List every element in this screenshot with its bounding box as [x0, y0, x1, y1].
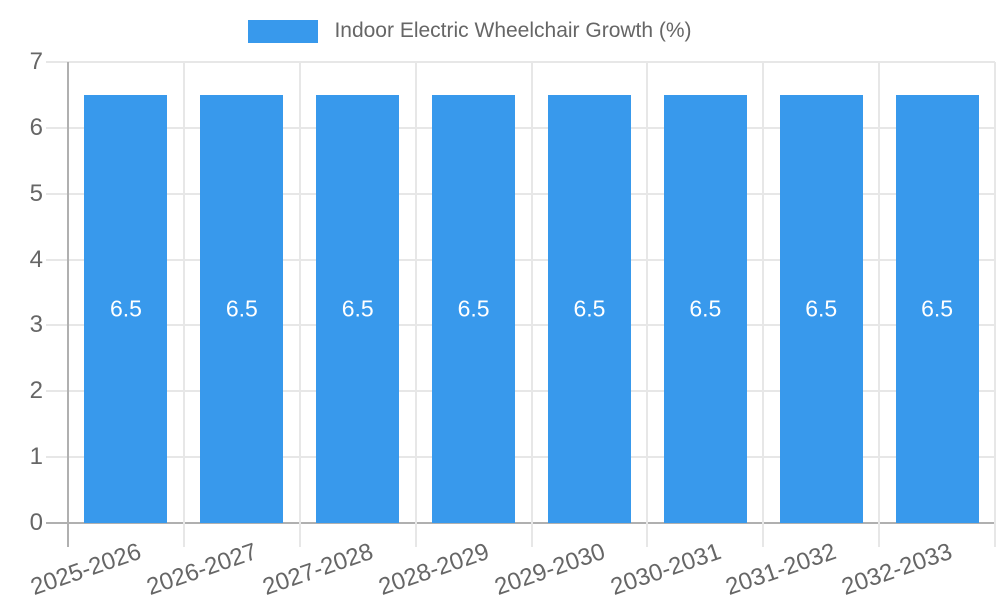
legend-label[interactable]: Indoor Electric Wheelchair Growth (%)	[334, 19, 692, 42]
y-gridline	[46, 126, 995, 129]
bar-2025-2026[interactable]	[84, 94, 168, 523]
x-gridline	[530, 62, 533, 547]
bar-value-label: 6.5	[457, 295, 490, 322]
x-tick-label: 2029-2030	[490, 538, 609, 600]
x-tick-label: 2031-2032	[722, 538, 840, 600]
x-gridline	[762, 62, 765, 547]
y-tick-label: 0	[29, 509, 43, 536]
y-tick-label: 3	[29, 311, 43, 339]
y-gridline	[46, 456, 995, 459]
y-gridline	[46, 192, 995, 195]
x-gridline	[646, 62, 649, 547]
y-tick-label: 6	[29, 113, 43, 141]
bar-2030-2031[interactable]	[663, 94, 747, 523]
x-gridline	[182, 62, 185, 547]
bar-2031-2032[interactable]	[779, 94, 863, 523]
x-tick-label: 2027-2028	[259, 538, 377, 600]
y-tick-label: 1	[29, 443, 43, 471]
x-tick-label: 2032-2033	[838, 538, 956, 600]
bar-2028-2029[interactable]	[432, 94, 516, 523]
bar-2027-2028[interactable]	[316, 94, 400, 523]
bar-2032-2033[interactable]	[895, 94, 979, 523]
y-gridline	[46, 324, 995, 327]
bar-2029-2030[interactable]	[547, 94, 631, 523]
y-tick-label: 5	[29, 179, 43, 207]
x-gridline	[994, 62, 996, 547]
y-gridline	[46, 61, 995, 63]
bar-value-label: 6.5	[921, 295, 954, 322]
bar-value-label: 6.5	[225, 295, 258, 322]
x-gridline	[298, 62, 301, 547]
y-gridline	[46, 258, 995, 261]
bar-2026-2027[interactable]	[200, 94, 284, 523]
x-tick-label: 2028-2029	[375, 538, 493, 600]
y-tick-label: 2	[29, 377, 43, 405]
x-axis-line	[46, 522, 995, 524]
x-tick-label: 2025-2026	[27, 538, 145, 600]
y-tick-label: 7	[29, 48, 43, 75]
bar-value-label: 6.5	[805, 295, 838, 322]
x-tick-label: 2030-2031	[606, 538, 725, 600]
bar-value-label: 6.5	[109, 295, 142, 322]
y-gridline	[46, 390, 995, 393]
y-axis-line	[67, 62, 69, 547]
bar-value-label: 6.5	[341, 295, 374, 322]
legend-swatch[interactable]	[248, 19, 319, 43]
x-gridline	[414, 62, 417, 547]
chart-legend[interactable]: Indoor Electric Wheelchair Growth (%)	[0, 19, 970, 43]
bar-value-label: 6.5	[689, 295, 722, 322]
x-tick-label: 2026-2027	[143, 538, 261, 600]
bar-value-label: 6.5	[573, 295, 606, 322]
y-tick-label: 4	[29, 245, 43, 273]
x-gridline	[878, 62, 881, 547]
